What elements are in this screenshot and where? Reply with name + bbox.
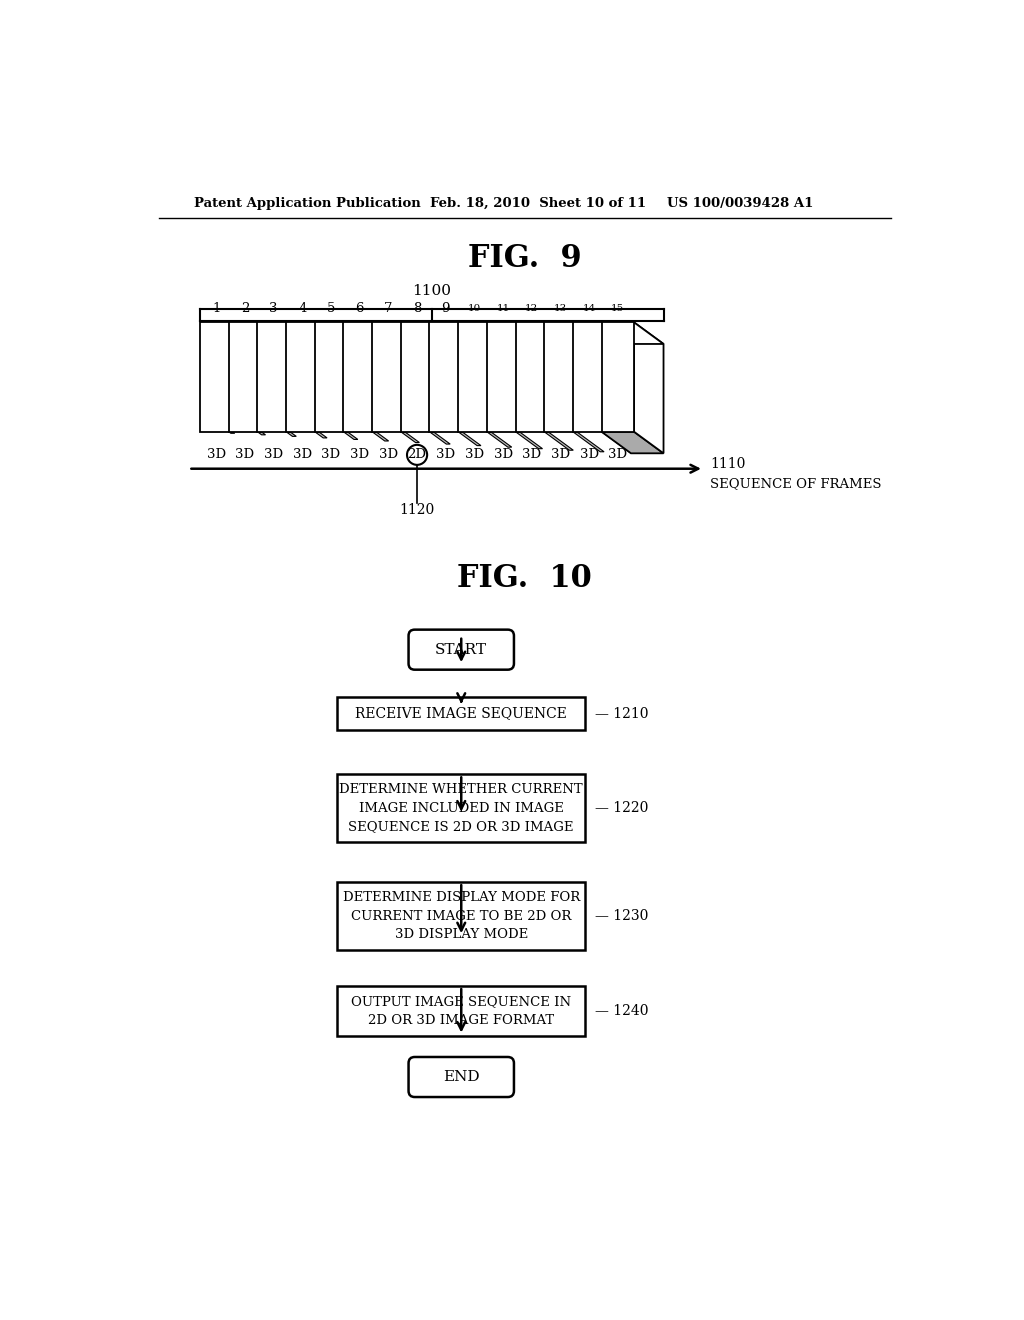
Polygon shape bbox=[286, 432, 296, 437]
Bar bbox=[337, 882, 586, 950]
Text: FIG.  10: FIG. 10 bbox=[458, 562, 592, 594]
Text: 6: 6 bbox=[355, 302, 364, 315]
Text: CURRENT IMAGE TO BE 2D OR: CURRENT IMAGE TO BE 2D OR bbox=[351, 909, 571, 923]
Polygon shape bbox=[228, 432, 234, 433]
Text: 4: 4 bbox=[298, 302, 306, 315]
Polygon shape bbox=[634, 322, 664, 453]
Text: 14: 14 bbox=[583, 304, 596, 313]
Polygon shape bbox=[400, 432, 420, 442]
Text: 1100: 1100 bbox=[413, 284, 452, 298]
Text: 3D: 3D bbox=[264, 449, 284, 462]
Text: 13: 13 bbox=[554, 304, 567, 313]
Text: 1120: 1120 bbox=[399, 503, 435, 517]
Text: 3D: 3D bbox=[207, 449, 226, 462]
Bar bbox=[337, 986, 586, 1036]
Text: IMAGE INCLUDED IN IMAGE: IMAGE INCLUDED IN IMAGE bbox=[358, 801, 563, 814]
Polygon shape bbox=[458, 322, 490, 432]
Polygon shape bbox=[544, 322, 577, 432]
Polygon shape bbox=[429, 432, 451, 444]
Polygon shape bbox=[572, 322, 605, 432]
Text: 15: 15 bbox=[611, 304, 625, 313]
Text: START: START bbox=[435, 643, 487, 656]
FancyBboxPatch shape bbox=[409, 1057, 514, 1097]
Text: 3D: 3D bbox=[236, 449, 255, 462]
Text: — 1240: — 1240 bbox=[595, 1005, 648, 1018]
Polygon shape bbox=[429, 322, 462, 432]
Text: 3D: 3D bbox=[608, 449, 628, 462]
Text: RECEIVE IMAGE SEQUENCE: RECEIVE IMAGE SEQUENCE bbox=[355, 706, 567, 721]
Polygon shape bbox=[372, 322, 404, 432]
Text: 3D: 3D bbox=[551, 449, 570, 462]
Text: 1: 1 bbox=[212, 302, 220, 315]
Text: END: END bbox=[443, 1071, 479, 1084]
Text: US 100/0039428 A1: US 100/0039428 A1 bbox=[667, 197, 813, 210]
Text: — 1220: — 1220 bbox=[595, 801, 648, 816]
Text: 3D: 3D bbox=[494, 449, 513, 462]
Text: 3: 3 bbox=[269, 302, 278, 315]
Polygon shape bbox=[314, 432, 327, 438]
Polygon shape bbox=[486, 432, 512, 447]
Text: 3D: 3D bbox=[293, 449, 312, 462]
Text: 3D: 3D bbox=[465, 449, 484, 462]
Text: — 1210: — 1210 bbox=[595, 706, 648, 721]
Text: 1110: 1110 bbox=[710, 457, 745, 471]
Text: 2D: 2D bbox=[408, 449, 427, 462]
Polygon shape bbox=[343, 432, 357, 440]
Polygon shape bbox=[601, 322, 664, 345]
Polygon shape bbox=[372, 432, 389, 441]
Polygon shape bbox=[343, 322, 376, 432]
Text: 3D: 3D bbox=[322, 449, 341, 462]
Text: 7: 7 bbox=[384, 302, 392, 315]
Text: 3D: 3D bbox=[522, 449, 542, 462]
Text: DETERMINE DISPLAY MODE FOR: DETERMINE DISPLAY MODE FOR bbox=[343, 891, 580, 904]
Polygon shape bbox=[486, 322, 519, 432]
Text: 2D OR 3D IMAGE FORMAT: 2D OR 3D IMAGE FORMAT bbox=[369, 1014, 554, 1027]
Text: SEQUENCE OF FRAMES: SEQUENCE OF FRAMES bbox=[710, 477, 882, 490]
Polygon shape bbox=[572, 432, 604, 451]
Polygon shape bbox=[228, 322, 261, 432]
Polygon shape bbox=[286, 322, 318, 432]
Text: SEQUENCE IS 2D OR 3D IMAGE: SEQUENCE IS 2D OR 3D IMAGE bbox=[348, 821, 574, 834]
Text: DETERMINE WHETHER CURRENT: DETERMINE WHETHER CURRENT bbox=[339, 783, 583, 796]
Text: — 1230: — 1230 bbox=[595, 909, 648, 923]
Polygon shape bbox=[400, 322, 433, 432]
Text: OUTPUT IMAGE SEQUENCE IN: OUTPUT IMAGE SEQUENCE IN bbox=[351, 995, 571, 1008]
Text: 11: 11 bbox=[497, 304, 510, 313]
Polygon shape bbox=[200, 322, 232, 432]
Text: 3D: 3D bbox=[436, 449, 456, 462]
FancyBboxPatch shape bbox=[409, 630, 514, 669]
Text: 3D: 3D bbox=[379, 449, 398, 462]
Polygon shape bbox=[257, 432, 265, 434]
Polygon shape bbox=[601, 432, 635, 453]
Text: 9: 9 bbox=[441, 302, 450, 315]
Text: Patent Application Publication: Patent Application Publication bbox=[194, 197, 421, 210]
Text: 10: 10 bbox=[468, 304, 481, 313]
Text: Feb. 18, 2010  Sheet 10 of 11: Feb. 18, 2010 Sheet 10 of 11 bbox=[430, 197, 646, 210]
Text: 3D DISPLAY MODE: 3D DISPLAY MODE bbox=[394, 928, 528, 941]
Text: 5: 5 bbox=[327, 302, 335, 315]
Text: 3D: 3D bbox=[580, 449, 599, 462]
Text: 2: 2 bbox=[241, 302, 249, 315]
Polygon shape bbox=[601, 322, 634, 432]
Polygon shape bbox=[314, 322, 347, 432]
Polygon shape bbox=[458, 432, 481, 446]
Text: 8: 8 bbox=[413, 302, 421, 315]
Polygon shape bbox=[515, 322, 548, 432]
Text: 3D: 3D bbox=[350, 449, 370, 462]
Bar bbox=[337, 697, 586, 730]
Polygon shape bbox=[601, 432, 664, 453]
Text: 12: 12 bbox=[525, 304, 539, 313]
Bar bbox=[337, 775, 586, 842]
Polygon shape bbox=[515, 432, 543, 449]
Polygon shape bbox=[257, 322, 290, 432]
Text: FIG.  9: FIG. 9 bbox=[468, 243, 582, 275]
Polygon shape bbox=[544, 432, 573, 450]
